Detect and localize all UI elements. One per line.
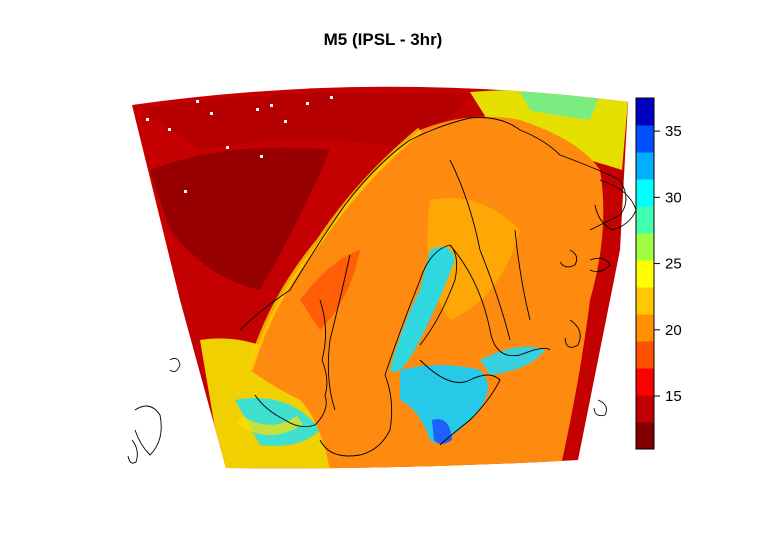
colorbar-band bbox=[636, 98, 654, 126]
field-layer bbox=[132, 86, 628, 469]
deep-ocean-region bbox=[150, 147, 330, 290]
gulf-of-finland bbox=[480, 346, 545, 375]
colorbar-band bbox=[636, 341, 654, 369]
colorbar-band bbox=[636, 233, 654, 261]
colorbar-tick-label: 30 bbox=[665, 189, 682, 206]
colorbar-band bbox=[636, 152, 654, 180]
colorbar-bands bbox=[636, 98, 654, 450]
colorbar-band bbox=[636, 206, 654, 234]
colorbar-tick-label: 35 bbox=[665, 123, 682, 140]
coast-fringe-south bbox=[237, 415, 303, 435]
north-ocean-region bbox=[140, 91, 470, 150]
plot-title: M5 (IPSL - 3hr) bbox=[323, 30, 443, 49]
baltic-deep-blue bbox=[432, 419, 452, 444]
land-patch-yellow bbox=[427, 198, 520, 320]
colorbar-band bbox=[636, 125, 654, 153]
colorbar-tick-label: 25 bbox=[665, 256, 682, 273]
colorbar-band bbox=[636, 422, 654, 450]
gulf-of-bothnia bbox=[390, 246, 455, 372]
coast-fringe-west bbox=[247, 127, 422, 371]
arctic-cyan-patch bbox=[520, 90, 600, 120]
colorbar: 15 20 25 30 35 bbox=[635, 97, 682, 450]
colorbar-band bbox=[636, 395, 654, 423]
skagerrak-region bbox=[235, 398, 320, 446]
outside-coasts bbox=[127, 179, 637, 464]
colorbar-tick-label: 20 bbox=[665, 322, 682, 339]
colorbar-band bbox=[636, 287, 654, 315]
missing-pixels bbox=[146, 96, 333, 193]
colorbar-band bbox=[636, 314, 654, 342]
colorbar-band bbox=[636, 260, 654, 288]
colorbar-tick-label: 15 bbox=[665, 388, 682, 405]
colorbar-band bbox=[636, 368, 654, 396]
colorbar-ticks: 15 20 25 30 35 bbox=[654, 123, 682, 405]
land-patch-red bbox=[300, 250, 360, 330]
colorbar-frame bbox=[635, 97, 655, 450]
colorbar-band bbox=[636, 179, 654, 207]
